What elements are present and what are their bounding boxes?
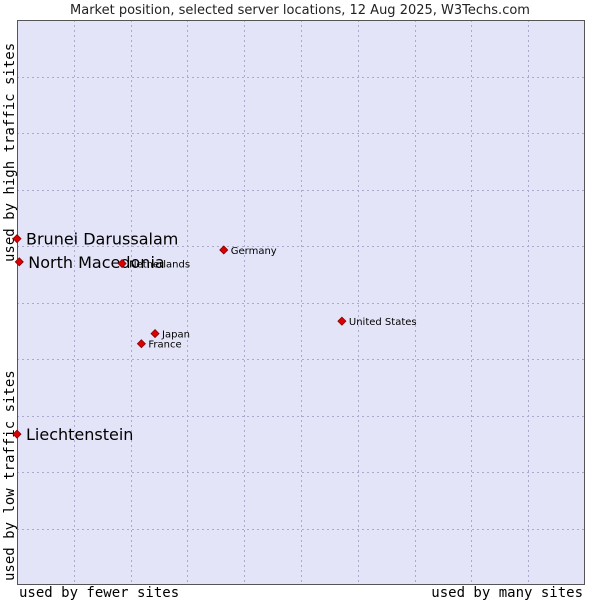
point-marker [117, 258, 127, 269]
point-label: Germany [231, 246, 277, 257]
data-point-japan[interactable]: Japan [150, 329, 190, 341]
point-label: Brunei Darussalam [26, 230, 178, 249]
x-axis-label-left: used by fewer sites [19, 585, 179, 600]
data-point-liechtenstein[interactable]: Liechtenstein [12, 425, 133, 444]
point-label: Japan [161, 330, 190, 341]
point-marker [14, 257, 24, 267]
y-axis-label-bottom: used by low traffic sites [2, 370, 18, 581]
point-label: Netherlands [129, 260, 190, 271]
data-points: Brunei Darussalam North Macedonia Liechten… [12, 230, 417, 444]
point-label: North Macedonia [28, 253, 164, 272]
point-marker [12, 429, 22, 439]
data-point-france[interactable]: France [136, 339, 182, 351]
data-point-netherlands[interactable]: Netherlands [117, 258, 190, 271]
data-point-germany[interactable]: Germany [219, 245, 277, 257]
plot-border [17, 20, 585, 585]
point-label: Liechtenstein [26, 425, 133, 444]
data-point-north-macedonia[interactable]: North Macedonia [14, 253, 165, 272]
point-marker [12, 234, 22, 244]
x-axis-label-right: used by many sites [431, 585, 583, 600]
point-marker [337, 316, 347, 326]
data-point-united-states[interactable]: United States [337, 316, 417, 328]
y-axis-label-top: used by high traffic sites [2, 43, 18, 262]
point-label: France [148, 340, 181, 351]
point-marker [150, 329, 160, 339]
grid [17, 20, 585, 585]
chart-title: Market position, selected server locatio… [70, 3, 530, 18]
point-marker [219, 245, 229, 255]
data-point-brunei-darussalam[interactable]: Brunei Darussalam [12, 230, 178, 249]
point-label: United States [349, 317, 417, 328]
point-marker [136, 339, 146, 349]
